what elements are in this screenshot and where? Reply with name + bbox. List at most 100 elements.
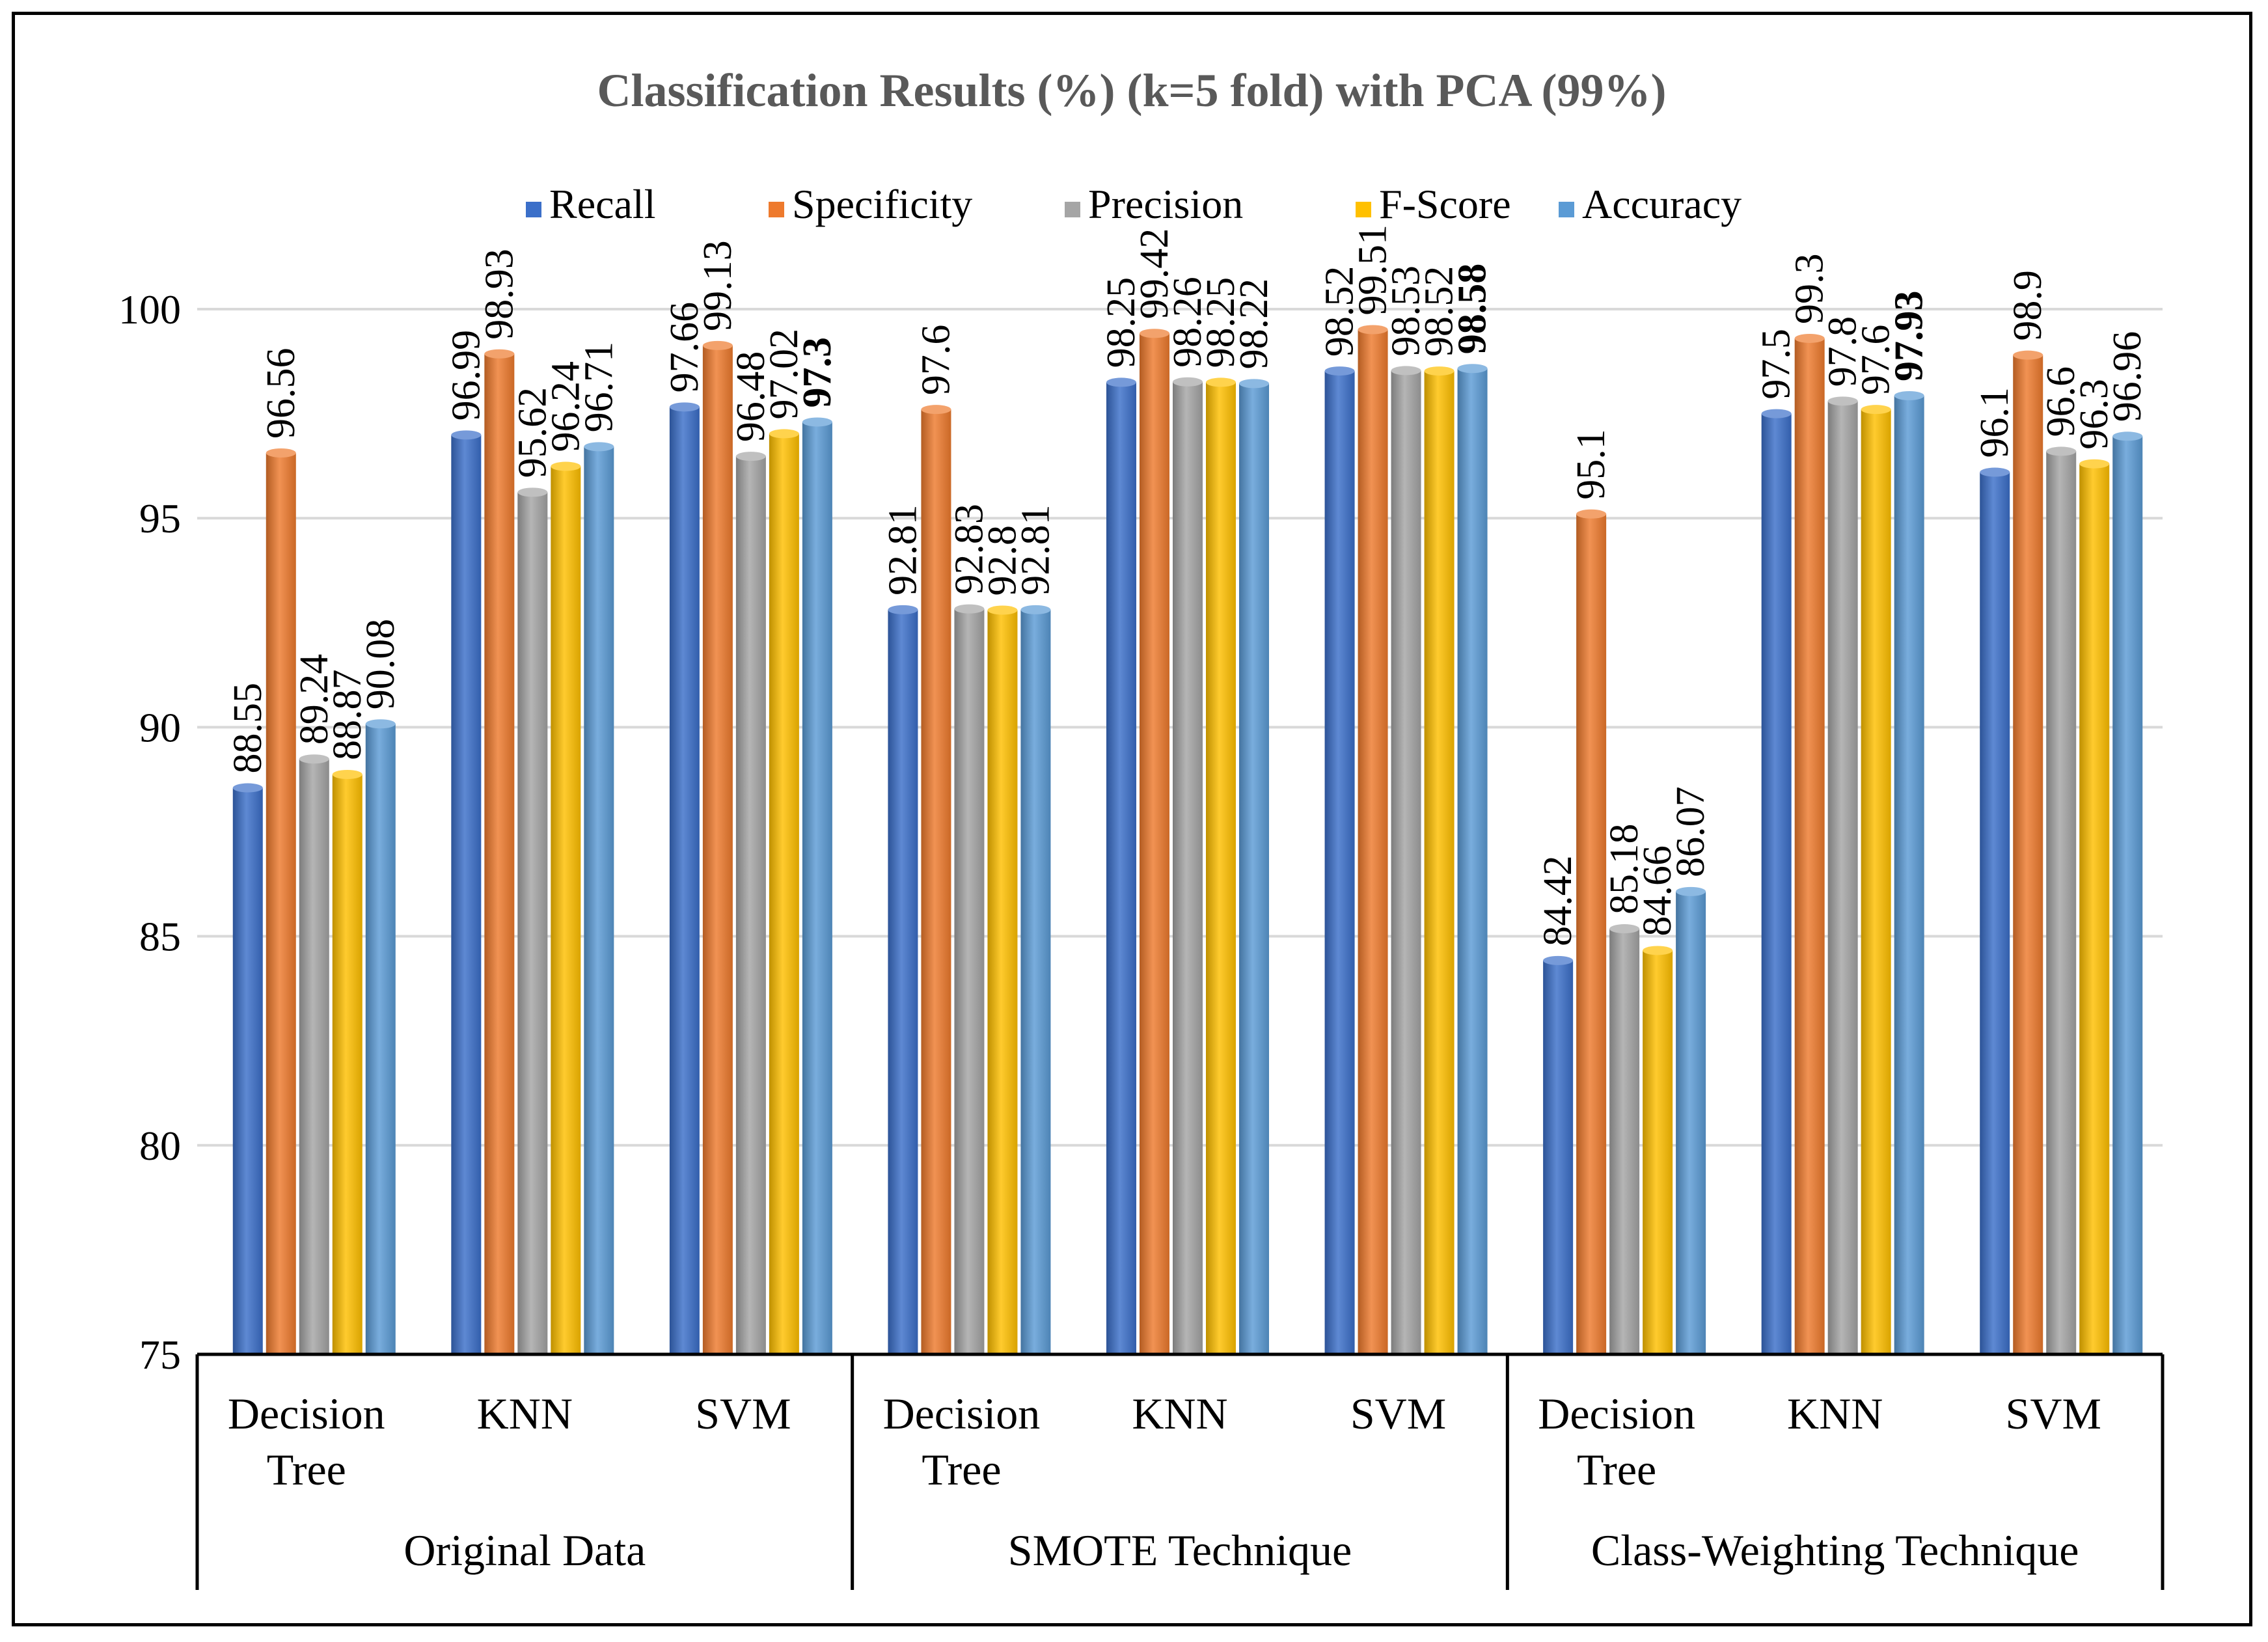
bar-cap-accuracy	[1894, 390, 1924, 400]
bar-cap-recall	[1324, 366, 1355, 376]
bar-precision	[1173, 381, 1203, 1354]
bar-f-score	[1643, 950, 1673, 1354]
bar-cap-f-score	[1861, 405, 1891, 415]
y-tick-label: 90	[139, 704, 181, 750]
bar-cap-f-score	[987, 605, 1018, 615]
bar-f-score	[551, 466, 581, 1354]
y-tick-label: 85	[139, 914, 181, 960]
data-label: 96.96	[2105, 331, 2150, 422]
x-tick-label: Decision	[883, 1389, 1041, 1438]
group-label: Original Data	[403, 1526, 646, 1575]
bar-precision	[299, 759, 329, 1354]
bar-cap-specificity	[2013, 350, 2043, 360]
bar-recall	[1761, 413, 1792, 1354]
x-tick-label: KNN	[1132, 1389, 1227, 1438]
bar-cap-accuracy	[2112, 431, 2143, 441]
bar-specificity	[921, 409, 951, 1354]
bar-specificity	[1794, 338, 1825, 1354]
y-tick-label: 75	[139, 1332, 181, 1378]
legend: Recall Specificity Precision F-Score Accurac…	[526, 181, 1742, 227]
x-tick-label: Tree	[1577, 1445, 1656, 1494]
data-label: 97.02	[762, 329, 806, 420]
bar-specificity	[1358, 329, 1388, 1355]
bar-cap-f-score	[2079, 459, 2110, 469]
legend-swatch-f-score	[1356, 202, 1371, 217]
bar-specificity	[484, 353, 515, 1354]
bar-specificity	[702, 345, 733, 1354]
bar-cap-accuracy	[802, 417, 832, 427]
bar-cap-specificity	[702, 340, 733, 350]
x-tick-label: SVM	[1350, 1389, 1446, 1438]
x-tick-label: SVM	[2006, 1389, 2101, 1438]
data-label: 98.53	[1384, 266, 1428, 357]
bar-cap-accuracy	[1239, 379, 1269, 389]
bar-precision	[1391, 370, 1421, 1354]
legend-label-precision: Precision	[1088, 181, 1243, 227]
bar-cap-specificity	[1358, 325, 1388, 335]
data-label: 99.51	[1351, 225, 1395, 316]
legend-label-specificity: Specificity	[792, 181, 972, 227]
bar-cap-precision	[1173, 377, 1203, 387]
data-label: 97.3	[795, 337, 840, 408]
data-label: 84.66	[1635, 845, 1680, 937]
bar-f-score	[987, 610, 1018, 1354]
data-label: 98.9	[2006, 270, 2050, 341]
bar-cap-accuracy	[1676, 886, 1706, 896]
bar-f-score	[769, 433, 799, 1354]
bar-recall	[888, 609, 918, 1354]
data-label: 96.99	[444, 330, 488, 421]
bar-specificity	[1140, 333, 1169, 1354]
data-label: 98.93	[477, 249, 521, 340]
bar-specificity	[1576, 513, 1607, 1354]
bar-f-score	[332, 774, 362, 1354]
bar-accuracy	[584, 446, 614, 1354]
data-label: 88.87	[325, 669, 370, 760]
legend-swatch-accuracy	[1559, 202, 1574, 217]
bar-cap-accuracy	[584, 442, 614, 452]
bar-f-score	[2079, 463, 2110, 1354]
data-label: 97.93	[1887, 290, 1932, 381]
bar-cap-recall	[669, 402, 700, 412]
data-label: 98.52	[1417, 266, 1462, 357]
bar-cap-accuracy	[1020, 605, 1051, 614]
data-label: 99.3	[1788, 253, 1832, 324]
bar-recall	[451, 435, 482, 1354]
legend-label-accuracy: Accuracy	[1582, 181, 1742, 227]
bar-accuracy	[1239, 383, 1269, 1355]
y-axis: 75 80 85 90 95 100	[118, 286, 181, 1378]
bar-cap-f-score	[1643, 946, 1673, 955]
bars	[232, 325, 2143, 1355]
data-label: 96.1	[1973, 387, 2017, 458]
bar-cap-precision	[2046, 446, 2077, 456]
group-label: SMOTE Technique	[1008, 1526, 1352, 1575]
bar-f-score	[1424, 371, 1455, 1354]
data-label: 96.71	[577, 342, 621, 432]
bar-cap-recall	[1761, 409, 1792, 418]
bar-accuracy	[1020, 609, 1051, 1354]
bar-cap-accuracy	[1457, 364, 1488, 374]
bar-precision	[2046, 451, 2077, 1354]
data-label: 96.3	[2072, 379, 2116, 450]
data-label: 89.24	[292, 654, 336, 745]
bar-cap-precision	[735, 452, 766, 461]
legend-swatch-specificity	[769, 202, 784, 217]
y-tick-label: 80	[139, 1123, 181, 1169]
chart: Classification Results (%) (k=5 fold) wi…	[118, 64, 2165, 1590]
legend-swatch-recall	[526, 202, 541, 217]
bar-cap-f-score	[551, 461, 581, 471]
bar-f-score	[1861, 409, 1891, 1354]
data-label: 88.55	[226, 683, 270, 774]
x-tick-label: SVM	[695, 1389, 791, 1438]
bar-cap-specificity	[1576, 509, 1607, 519]
data-label: 99.13	[696, 240, 740, 331]
bar-precision	[1827, 401, 1858, 1354]
data-label: 90.08	[359, 619, 403, 710]
data-label: 96.56	[259, 348, 303, 439]
bar-cap-precision	[517, 487, 548, 497]
bar-accuracy	[1457, 368, 1488, 1354]
data-label: 97.66	[663, 302, 707, 393]
data-label: 92.81	[881, 504, 925, 595]
data-label: 95.62	[510, 387, 554, 478]
x-tick-label: KNN	[477, 1389, 573, 1438]
